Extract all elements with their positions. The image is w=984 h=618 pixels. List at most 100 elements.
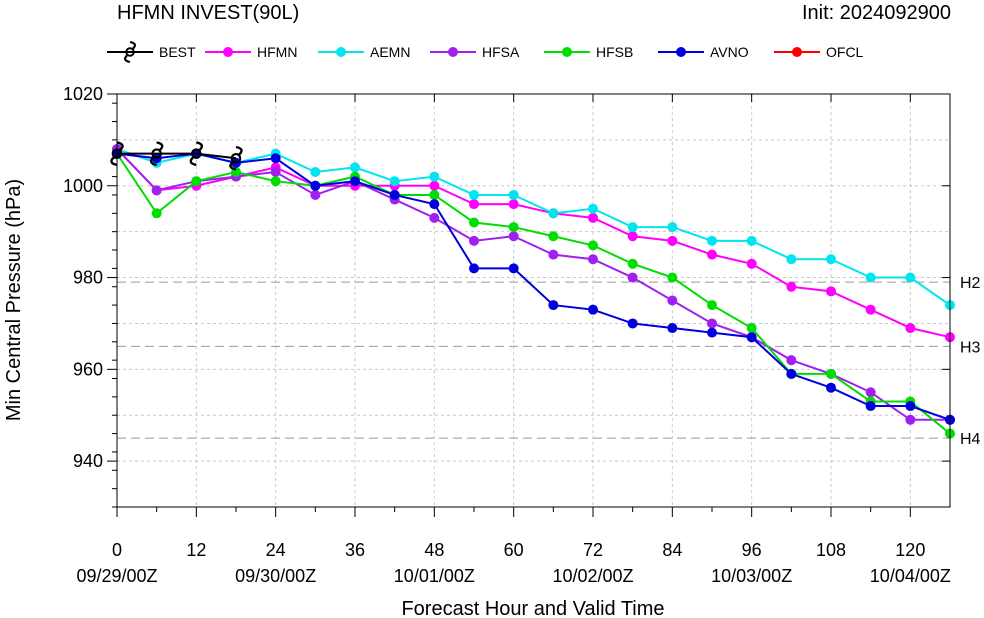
hurricane-symbol-arm [196,141,204,152]
data-point-avno [627,318,638,329]
data-point-hfsa [310,189,321,200]
data-point-aemn [350,162,360,173]
data-point-hfsa [707,318,717,329]
legend-label: OFCL [826,44,864,60]
x-date-label: 10/01/00Z [394,566,475,586]
legend-label: BEST [159,44,196,60]
data-point-aemn [548,208,559,219]
x-tick-label: 12 [186,540,206,560]
data-point-hfsa [548,249,559,260]
series-line-hfmn [116,148,951,339]
y-tick-label: 940 [73,451,103,471]
data-point-hfsb [508,222,519,233]
hurricane-symbol-arm [189,155,197,166]
hurricane-symbol-arm [235,146,243,156]
series-layer [110,141,955,439]
x-date-label: 09/30/00Z [235,566,316,586]
data-point-avno [310,180,321,191]
data-point-best [189,141,204,166]
legend-label: HFMN [257,44,297,60]
hurricane-symbol-ring [230,152,242,164]
data-point-hfsa [865,387,876,398]
data-point-avno [350,176,360,187]
legend-label: AEMN [370,44,410,60]
data-point-aemn [429,171,440,182]
data-point-avno [389,189,400,200]
plot-frame [116,93,951,508]
data-point-avno [270,153,281,164]
x-tick-label: 96 [742,540,762,560]
data-point-hfsb [151,208,162,219]
legend-marker [448,47,458,57]
legend-label: HFSB [596,44,633,60]
data-point-hfmn [469,199,479,210]
data-point-hfsb [588,240,598,251]
legend-item-hfsa: HFSA [430,44,520,60]
data-point-hfsb [707,300,717,311]
hurricane-symbol-ring [151,148,162,159]
data-point-hfsb [548,231,559,242]
data-point-avno [429,199,440,210]
data-point-aemn [826,254,836,265]
legend-item-aemn: AEMN [318,44,410,60]
hurricane-symbol-arm [124,54,131,63]
legend-marker [676,47,686,57]
y-tick-label: 980 [73,268,103,288]
data-point-hfsa [588,254,598,265]
data-point-avno [548,300,559,311]
x-tick-label: 84 [662,540,682,560]
reference-label: H4 [960,431,981,448]
legend-marker [223,47,233,57]
x-date-label: 10/03/00Z [711,566,792,586]
data-point-avno [588,304,598,315]
hurricane-symbol-arm [229,160,237,171]
data-point-hfsb [627,258,638,269]
data-point-hfsa [270,167,281,178]
data-point-hfsb [469,217,479,228]
legend-marker [336,47,346,57]
data-point-aemn [707,235,717,246]
data-point-best [149,141,164,166]
legend: BEST HFMN AEMN HFSA HFSB AVNO OFCL [107,41,864,63]
data-point-best [229,146,243,171]
x-tick-label: 24 [266,540,286,560]
data-point-hfmn [905,323,916,334]
data-point-avno [826,382,836,393]
legend-item-avno: AVNO [658,44,749,60]
data-point-hfmn [707,249,717,260]
data-point-avno [707,327,717,338]
reference-label: H2 [960,275,981,292]
reference-lines: H2 H3 H4 [117,275,981,448]
data-point-aemn [469,189,479,200]
legend-marker [792,47,802,57]
data-point-avno [786,368,797,379]
hurricane-symbol-arm [116,141,124,152]
hurricane-symbol-arm [149,155,157,166]
data-point-avno [865,401,876,412]
x-tick-label: 0 [112,540,122,560]
data-point-hfmn [865,304,876,315]
data-point-aemn [905,272,916,283]
hurricane-symbol-arm [156,141,164,152]
data-point-aemn [389,176,400,187]
series-line-hfsa [116,148,950,421]
data-point-hfmn [588,212,598,223]
data-point-avno [746,332,757,343]
data-point-avno [469,263,479,274]
x-tick-label: 120 [895,540,925,560]
legend-item-ofcl: OFCL [774,44,864,60]
data-point-aemn [746,235,757,246]
x-date-label: 10/02/00Z [552,566,633,586]
data-point-hfsa [905,414,916,425]
data-point-aemn [865,272,876,283]
data-point-hfsb [429,189,440,200]
data-point-hfmn [508,199,519,210]
data-point-hfsb [826,368,836,379]
series-line-avno [116,152,951,421]
init-time: Init: 2024092900 [802,2,951,24]
data-point-aemn [508,189,519,200]
legend-label: AVNO [710,44,749,60]
data-point-aemn [667,222,678,233]
data-point-avno [508,263,519,274]
